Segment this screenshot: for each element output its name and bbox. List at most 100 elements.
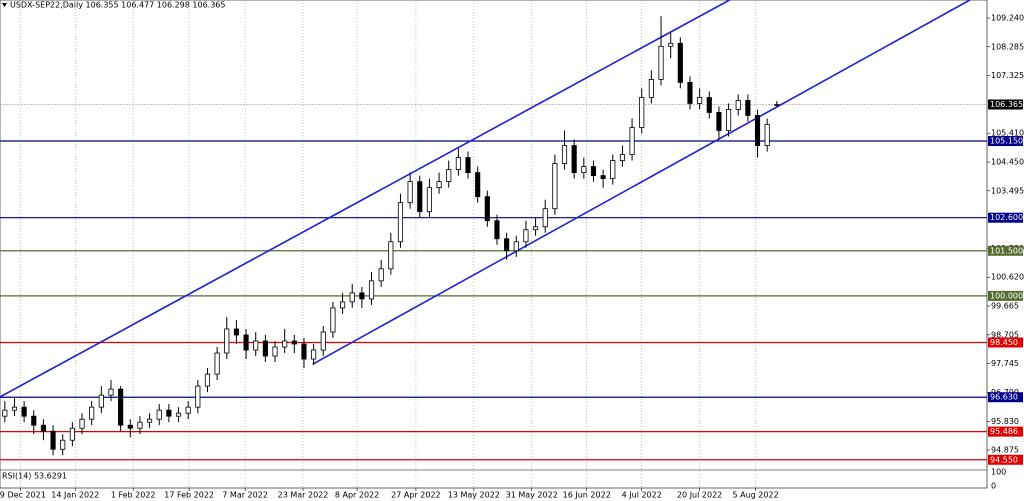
x-tick-label: 29 Dec 2021 <box>0 491 46 500</box>
candle-body <box>504 238 510 252</box>
candle-body <box>542 208 548 228</box>
x-tick-label: 8 Apr 2022 <box>335 491 379 500</box>
x-tick-label: 5 Aug 2022 <box>733 491 779 500</box>
candle-body <box>50 430 56 450</box>
level-label: 105.150 <box>990 137 1023 146</box>
candle-body <box>40 424 46 432</box>
level-label: 101.500 <box>990 246 1023 255</box>
candle-body <box>243 334 249 351</box>
candle-body <box>291 340 297 345</box>
candle-body <box>359 292 365 300</box>
y-tick-label: 97.745 <box>991 359 1019 368</box>
y-tick-label: 104.450 <box>991 158 1024 167</box>
level-label-box <box>988 392 1023 403</box>
candle-body <box>233 328 239 336</box>
candle-body <box>533 226 539 231</box>
candle-body <box>745 100 751 116</box>
x-tick-label: 1 Feb 2022 <box>111 491 156 500</box>
candle-body <box>754 115 761 146</box>
level-label: 106.365 <box>990 100 1023 109</box>
trendline <box>0 0 730 398</box>
candle-body <box>610 160 616 180</box>
candle-body <box>185 406 191 414</box>
candle-body <box>523 229 529 243</box>
candle-body <box>2 409 8 417</box>
candle-body <box>224 328 230 354</box>
candle-body <box>407 181 413 204</box>
level-label-box <box>988 212 1023 223</box>
candle-body <box>31 415 37 426</box>
level-label: 100.000 <box>990 291 1023 300</box>
rsi-tick-label: 0 <box>991 482 996 491</box>
chart-title: USDX-SEP22,Daily 106.355 106.477 106.298… <box>10 1 225 10</box>
candle-body <box>204 373 211 387</box>
candle-body <box>156 409 162 420</box>
candle-body <box>11 406 18 411</box>
candle-body <box>726 109 732 131</box>
y-tick-label: 95.830 <box>991 417 1019 426</box>
candle-body <box>320 331 326 351</box>
candle-body <box>658 45 664 80</box>
candle-body <box>465 157 471 174</box>
level-label: 95.486 <box>990 427 1018 436</box>
candle-body <box>98 394 104 408</box>
y-tick-label: 100.620 <box>991 273 1024 282</box>
candle-body <box>764 124 770 146</box>
rsi-label: RSI(14) 53.6291 <box>2 472 67 481</box>
candle-body <box>214 352 220 375</box>
candle-body <box>552 163 558 210</box>
x-tick-label: 16 Jun 2022 <box>563 491 611 500</box>
x-tick-label: 13 May 2022 <box>448 491 500 500</box>
candle-body <box>262 340 268 357</box>
candle-body <box>127 424 133 429</box>
candle-body <box>137 421 143 429</box>
candle-body <box>648 78 654 98</box>
candle-body <box>513 241 519 252</box>
candle-body <box>21 406 27 417</box>
candle-body <box>195 385 201 408</box>
y-tick-label: 107.325 <box>991 71 1024 80</box>
candle-body <box>368 280 375 300</box>
candle-body <box>706 97 712 113</box>
candle-body <box>118 388 124 426</box>
level-label-box <box>988 290 1023 301</box>
candle-body <box>571 145 577 174</box>
y-tick-label: 108.285 <box>991 42 1024 51</box>
candle-body <box>677 42 683 83</box>
candle-body <box>108 388 114 396</box>
candle-body <box>619 154 625 161</box>
level-label: 98.450 <box>990 338 1018 347</box>
candle-body <box>417 181 423 213</box>
candle-body <box>494 220 500 240</box>
candle-body <box>69 427 75 441</box>
candle-body <box>716 112 722 131</box>
candle-body <box>687 81 693 104</box>
candle-body <box>581 166 587 174</box>
candle-body <box>330 307 336 333</box>
candle-body <box>426 187 432 213</box>
candle-body <box>166 409 172 417</box>
menu-arrow <box>2 3 7 7</box>
y-tick-label: 105.410 <box>991 129 1024 138</box>
candle-body <box>282 340 288 348</box>
candle-body <box>349 292 355 303</box>
candle-body <box>668 42 674 47</box>
candle-body <box>455 157 461 170</box>
candle-body <box>340 301 346 309</box>
x-tick-label: 17 Feb 2022 <box>164 491 214 500</box>
candle-body <box>735 100 741 110</box>
candle-body <box>629 127 635 155</box>
level-label-box <box>988 136 1023 147</box>
candle-body <box>378 268 384 282</box>
x-tick-label: 20 Jul 2022 <box>677 491 722 500</box>
candle-body <box>311 349 317 360</box>
candle-body <box>388 241 394 270</box>
candle-body <box>774 104 780 106</box>
level-label-box <box>988 245 1023 256</box>
level-label: 96.630 <box>990 393 1018 402</box>
candle-body <box>147 418 153 423</box>
candle-body <box>301 343 307 360</box>
trendline <box>312 0 971 365</box>
level-label: 102.600 <box>990 213 1023 222</box>
